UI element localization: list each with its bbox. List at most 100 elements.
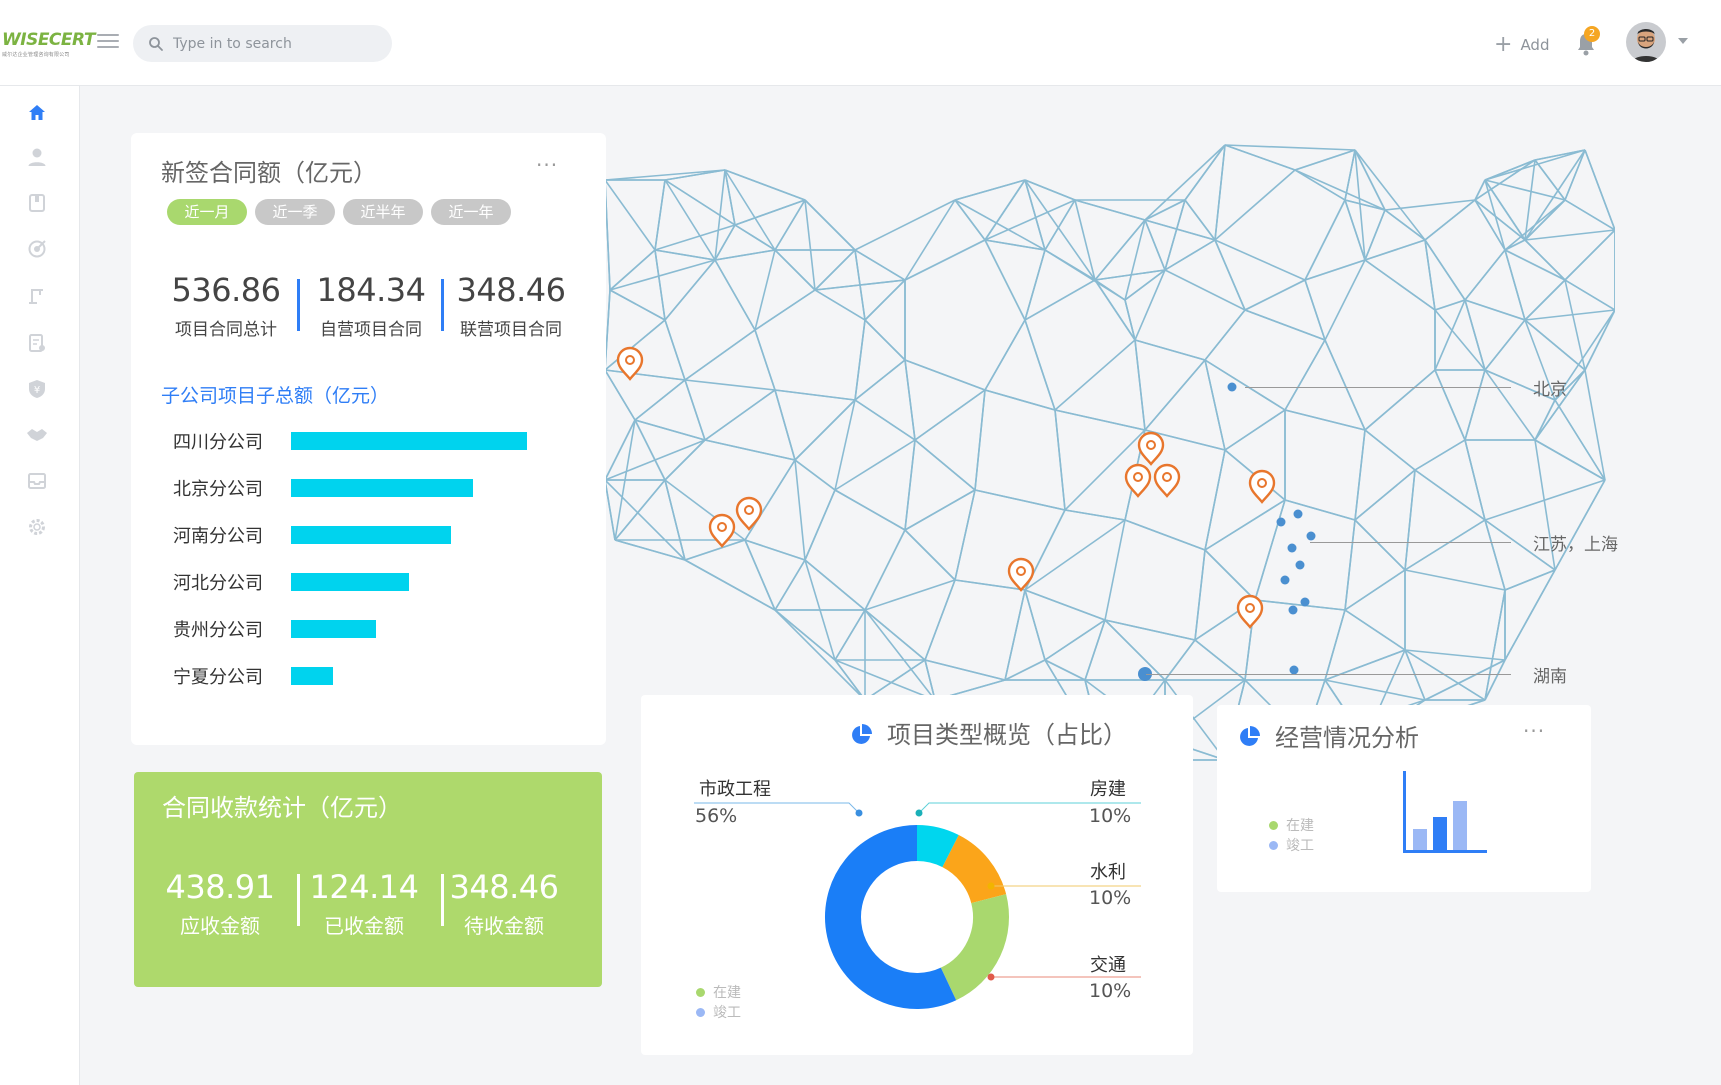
- subsidiary-name: 贵州分公司: [173, 620, 263, 641]
- map-callout-line: [1310, 542, 1511, 543]
- stat-label: 待收金额: [464, 914, 544, 938]
- subsidiary-row[interactable]: 宁夏分公司: [173, 664, 333, 688]
- add-label: Add: [1520, 36, 1550, 54]
- city-dot: [1227, 382, 1237, 392]
- subsidiary-name: 四川分公司: [173, 432, 263, 453]
- subsidiary-row[interactable]: 贵州分公司: [173, 617, 376, 641]
- city-dot: [1276, 517, 1286, 527]
- plus-icon: +: [1494, 32, 1513, 57]
- legend-label: 在建: [1286, 818, 1314, 834]
- leader-dot: [855, 809, 863, 817]
- inbox-icon[interactable]: [24, 468, 50, 494]
- pie-pct-traffic: 10%: [1089, 980, 1132, 1002]
- leader-dot: [987, 973, 995, 981]
- yuan-shield-icon[interactable]: ¥: [24, 376, 50, 402]
- stat-received: 124.14 已收金额: [294, 868, 434, 939]
- subsidiary-row[interactable]: 河南分公司: [173, 523, 451, 547]
- target-icon[interactable]: [24, 236, 50, 262]
- location-pin-icon[interactable]: [616, 346, 644, 381]
- tab-month[interactable]: 近一月: [167, 199, 247, 225]
- city-dot: [1138, 667, 1152, 681]
- location-pin-icon[interactable]: [1007, 557, 1035, 592]
- location-pin-icon[interactable]: [1153, 463, 1181, 498]
- location-pin-icon[interactable]: [708, 513, 736, 548]
- book-icon[interactable]: [24, 190, 50, 216]
- tab-half-year[interactable]: 近半年: [343, 199, 423, 225]
- chevron-down-icon[interactable]: [1678, 38, 1688, 44]
- bar-chart-icon: [1403, 771, 1487, 853]
- leader-dot: [987, 882, 995, 890]
- location-pin-icon[interactable]: [1124, 463, 1152, 498]
- search-icon: [149, 37, 163, 51]
- donut-slice[interactable]: [940, 894, 1009, 1001]
- legend-item[interactable]: 在建: [696, 982, 741, 1002]
- settings-icon[interactable]: [24, 514, 50, 540]
- divider: [441, 874, 444, 926]
- avatar[interactable]: [1626, 22, 1666, 62]
- location-pin-icon[interactable]: [1236, 594, 1264, 629]
- subsidiary-name: 河北分公司: [173, 573, 263, 594]
- subsidiary-bar: [291, 620, 376, 638]
- tab-year[interactable]: 近一年: [431, 199, 511, 225]
- subsidiary-row[interactable]: 河北分公司: [173, 570, 409, 594]
- stat-value: 348.46: [449, 868, 559, 906]
- search-input[interactable]: [173, 25, 383, 62]
- legend: 在建 竣工: [1269, 815, 1314, 855]
- map-mesh: [605, 144, 1615, 761]
- subsidiary-row[interactable]: 北京分公司: [173, 476, 473, 500]
- legend: 在建 竣工: [696, 982, 741, 1022]
- map-callout-line: [1245, 387, 1511, 388]
- map-label-beijing: 北京: [1533, 380, 1567, 400]
- crane-icon[interactable]: [24, 282, 50, 308]
- stat-pending: 348.46 待收金额: [434, 868, 574, 939]
- logo-subtitle: 威尔达企业管理咨询有限公司: [2, 52, 70, 58]
- donut-slice[interactable]: [825, 825, 957, 1009]
- location-pin-icon[interactable]: [1248, 469, 1276, 504]
- more-icon[interactable]: ···: [536, 153, 559, 177]
- pie-label-municipal: 市政工程: [699, 779, 771, 800]
- legend-dot: [696, 1007, 705, 1017]
- svg-text:¥: ¥: [34, 385, 40, 396]
- document-icon[interactable]: [24, 330, 50, 356]
- divider: [297, 279, 300, 331]
- business-analysis-card: 经营情况分析 ··· 在建 竣工: [1217, 705, 1591, 892]
- receipt-card: 合同收款统计（亿元） 438.91 应收金额 124.14 已收金额 348.4…: [134, 772, 602, 987]
- stat-label: 项目合同总计: [175, 320, 277, 340]
- subsidiary-row[interactable]: 四川分公司: [173, 429, 527, 453]
- city-dot: [1287, 543, 1297, 553]
- donut-slice[interactable]: [941, 835, 1007, 904]
- subsidiary-bar: [291, 573, 409, 591]
- city-dot: [1280, 575, 1290, 585]
- handshake-icon[interactable]: [24, 422, 50, 448]
- divider: [441, 279, 444, 331]
- stat-self: 184.34 自营项目合同: [301, 271, 441, 340]
- stat-value: 536.86: [171, 271, 281, 309]
- sidebar: ¥: [0, 86, 80, 1085]
- tab-quarter[interactable]: 近一季: [255, 199, 335, 225]
- period-tabs: 近一月 近一季 近半年 近一年: [167, 199, 511, 225]
- company-logo[interactable]: WISECERT 威尔达企业管理咨询有限公司: [2, 30, 95, 60]
- card-title: 新签合同额（亿元）: [161, 159, 377, 187]
- donut-slice[interactable]: [916, 825, 959, 868]
- subsidiary-name: 宁夏分公司: [173, 667, 263, 688]
- project-type-card: 项目类型概览（占比） 市政工程 56% 房建 10% 水利 10% 交通 10%…: [641, 695, 1193, 1055]
- leader-line: [918, 802, 1141, 814]
- legend-item[interactable]: 竣工: [696, 1002, 741, 1022]
- home-icon[interactable]: [24, 100, 50, 126]
- pie-pct-housing: 10%: [1089, 805, 1132, 827]
- location-pin-icon[interactable]: [1137, 431, 1165, 466]
- subsidiary-title: 子公司项目子总额（亿元）: [161, 385, 390, 407]
- location-pin-icon[interactable]: [735, 496, 763, 531]
- stat-joint: 348.46 联营项目合同: [441, 271, 581, 340]
- leader-dot: [915, 809, 923, 817]
- add-button[interactable]: + Add: [1494, 33, 1549, 57]
- new-contract-card: 新签合同额（亿元） ··· 近一月 近一季 近半年 近一年 536.86 项目合…: [131, 133, 606, 745]
- legend-label: 竣工: [713, 1005, 741, 1021]
- menu-toggle-icon[interactable]: [97, 34, 119, 52]
- legend-item[interactable]: 竣工: [1269, 835, 1314, 855]
- legend-item[interactable]: 在建: [1269, 815, 1314, 835]
- user-icon[interactable]: [24, 144, 50, 170]
- legend-label: 竣工: [1286, 838, 1314, 854]
- subsidiary-bar: [291, 526, 451, 544]
- more-icon[interactable]: ···: [1523, 719, 1546, 743]
